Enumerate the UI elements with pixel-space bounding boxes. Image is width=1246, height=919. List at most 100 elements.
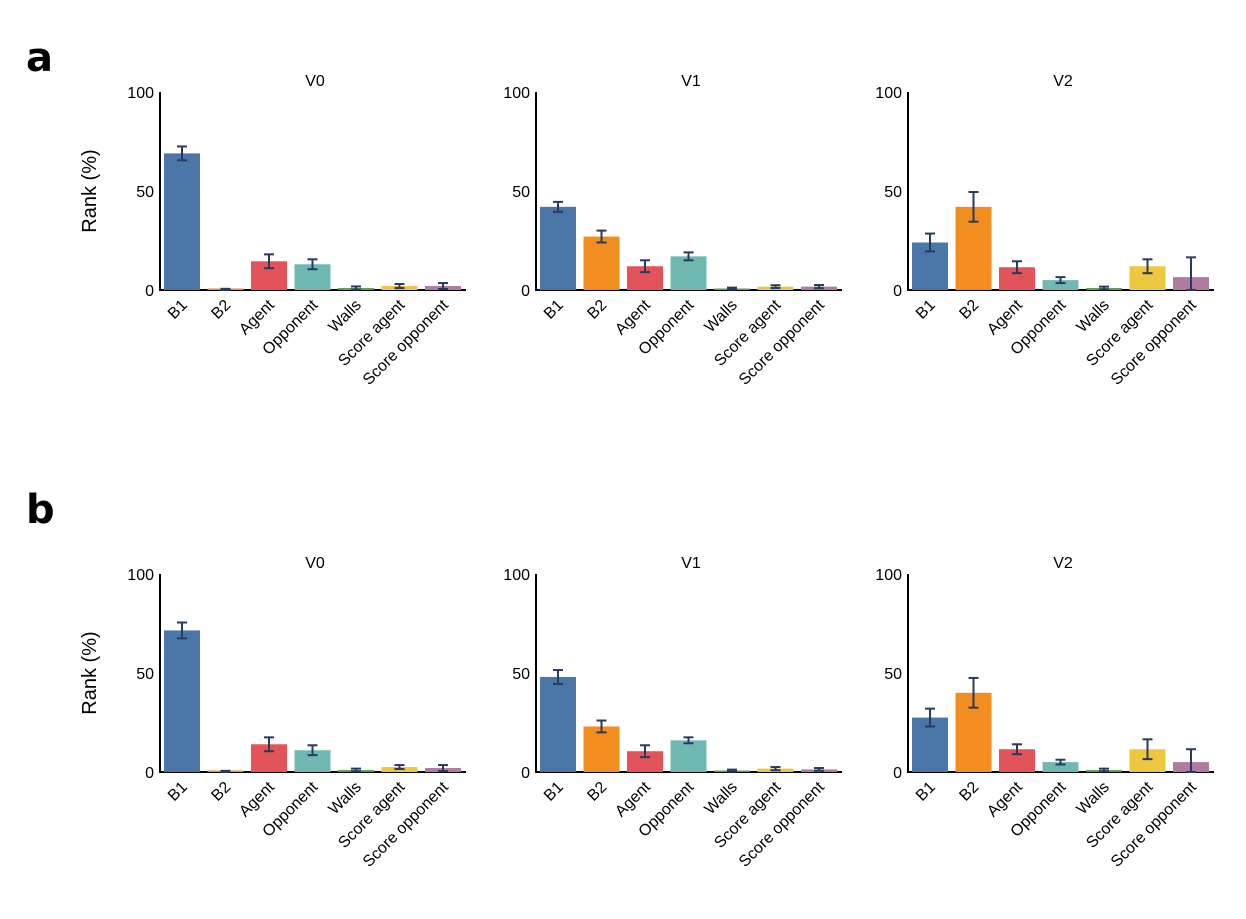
y-tick-label: 50 (512, 184, 530, 201)
bar-b1 (164, 630, 200, 772)
error-bar-score-opponent (1186, 256, 1196, 291)
bar-opponent (670, 740, 707, 772)
y-tick-label: 100 (127, 567, 154, 584)
error-bar-opponent (683, 736, 694, 745)
bar-opponent (294, 750, 331, 772)
error-bar-score-opponent (438, 764, 448, 773)
error-bar-score-opponent (1186, 748, 1196, 773)
error-bar-b1 (925, 707, 935, 728)
x-tick-label: B1 (165, 297, 191, 323)
bar-b2 (583, 236, 620, 290)
bar-opponent (1042, 280, 1079, 290)
y-tick-label: 100 (875, 567, 902, 584)
y-tick-label: 0 (893, 283, 902, 300)
error-bar-agent (640, 744, 650, 759)
y-tick-label: 50 (136, 666, 154, 683)
error-bar-agent (264, 253, 274, 270)
error-bar-score-agent (394, 283, 405, 290)
x-tick-label: Agent (984, 296, 1026, 338)
error-bar-opponent (307, 744, 318, 757)
error-bar-walls (351, 767, 361, 773)
error-bar-walls (1099, 767, 1109, 773)
y-tick-label: 100 (127, 85, 154, 102)
error-bar-score-agent (1142, 738, 1153, 761)
y-tick-label: 100 (875, 85, 902, 102)
bar-b1 (164, 153, 200, 290)
x-tick-label: Walls (702, 779, 741, 818)
x-tick-label: B1 (541, 779, 567, 805)
x-tick-label: B2 (956, 297, 982, 323)
bar-score-agent (1129, 266, 1166, 290)
x-tick-label: B2 (208, 297, 234, 323)
x-tick-label: B2 (208, 779, 234, 805)
x-tick-label: Walls (702, 297, 741, 336)
chart-title: V0 (305, 555, 325, 572)
chart-title: V2 (1053, 73, 1073, 90)
x-tick-label: B1 (541, 297, 567, 323)
x-tick-label: Walls (1074, 297, 1113, 336)
panel-label-a: a (26, 35, 53, 81)
y-tick-label: 0 (145, 765, 154, 782)
error-bar-agent (1012, 260, 1022, 275)
bar-opponent (1042, 762, 1079, 772)
y-axis-label: Rank (%) (79, 149, 101, 232)
y-tick-label: 0 (521, 765, 530, 782)
error-bar-agent (264, 736, 274, 753)
x-tick-label: Agent (984, 778, 1026, 820)
y-tick-label: 0 (521, 283, 530, 300)
bar-agent (999, 267, 1035, 290)
error-bar-b1 (925, 232, 935, 253)
error-bar-b2 (220, 769, 231, 773)
x-tick-label: Agent (236, 296, 278, 338)
y-tick-label: 50 (512, 666, 530, 683)
chart-title: V1 (681, 555, 701, 572)
error-bar-score-opponent (814, 284, 824, 290)
x-tick-label: Agent (612, 778, 654, 820)
error-bar-opponent (683, 251, 694, 262)
error-bar-score-agent (1142, 258, 1153, 275)
x-tick-label: B1 (913, 297, 939, 323)
x-tick-label: B2 (584, 779, 610, 805)
error-bar-b2 (968, 190, 979, 223)
y-tick-label: 0 (893, 765, 902, 782)
chart-title: V0 (305, 73, 325, 90)
y-axis-label: Rank (%) (79, 631, 101, 714)
error-bar-b2 (596, 229, 607, 244)
bar-score-agent (1129, 749, 1166, 772)
bar-b1 (540, 206, 576, 290)
panel-label-b: b (26, 487, 55, 533)
y-tick-label: 100 (503, 85, 530, 102)
x-tick-label: B2 (956, 779, 982, 805)
error-bar-agent (1012, 743, 1022, 756)
bar-agent (627, 266, 663, 290)
error-bar-score-agent (770, 284, 781, 290)
bar-b1 (540, 676, 576, 772)
error-bar-opponent (1055, 758, 1066, 766)
x-tick-label: Walls (326, 297, 365, 336)
error-bar-score-opponent (814, 767, 824, 772)
x-tick-label: B2 (584, 297, 610, 323)
error-bar-agent (640, 259, 650, 274)
y-tick-label: 50 (136, 184, 154, 201)
error-bar-score-opponent (438, 282, 448, 291)
error-bar-b2 (596, 719, 607, 734)
error-bar-score-agent (770, 766, 781, 772)
x-tick-label: Walls (326, 779, 365, 818)
error-bar-b1 (553, 669, 563, 685)
error-bar-walls (1099, 285, 1109, 291)
error-bar-score-agent (394, 764, 405, 771)
y-tick-label: 100 (503, 567, 530, 584)
x-tick-label: Walls (1074, 779, 1113, 818)
error-bar-walls (351, 285, 361, 291)
bar-agent (999, 749, 1035, 772)
x-tick-label: Agent (612, 296, 654, 338)
error-bar-walls (727, 768, 737, 773)
y-tick-label: 0 (145, 283, 154, 300)
error-bar-walls (727, 286, 737, 291)
error-bar-b1 (177, 145, 187, 162)
